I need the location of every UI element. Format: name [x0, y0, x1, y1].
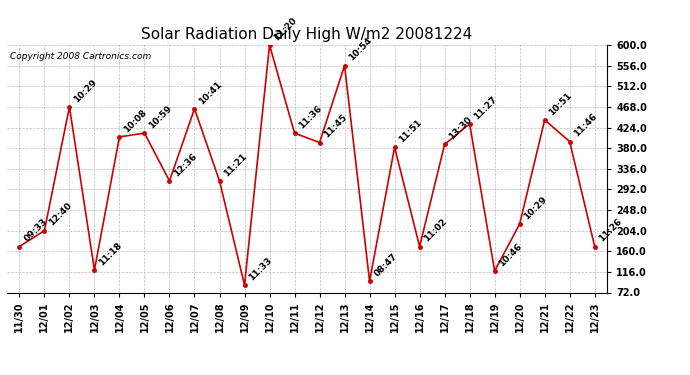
- Text: 08:47: 08:47: [373, 252, 399, 279]
- Text: 11:27: 11:27: [473, 94, 499, 121]
- Text: 10:29: 10:29: [522, 195, 549, 221]
- Text: 11:51: 11:51: [397, 118, 424, 144]
- Text: 10:46: 10:46: [497, 242, 524, 268]
- Text: 10:41: 10:41: [197, 80, 224, 106]
- Text: 12:40: 12:40: [47, 201, 74, 228]
- Text: 11:36: 11:36: [297, 104, 324, 130]
- Text: 12:36: 12:36: [172, 152, 199, 178]
- Text: 10:54: 10:54: [347, 36, 374, 63]
- Text: 10:59: 10:59: [147, 104, 174, 130]
- Text: 10:51: 10:51: [547, 91, 574, 117]
- Text: 10:08: 10:08: [122, 108, 148, 134]
- Text: 11:33: 11:33: [247, 256, 274, 282]
- Text: 11:45: 11:45: [322, 113, 349, 140]
- Text: 09:33: 09:33: [22, 217, 49, 244]
- Title: Solar Radiation Daily High W/m2 20081224: Solar Radiation Daily High W/m2 20081224: [141, 27, 473, 42]
- Text: 10:29: 10:29: [72, 78, 99, 104]
- Text: 11:20: 11:20: [273, 16, 299, 42]
- Text: 11:21: 11:21: [222, 152, 249, 178]
- Text: 11:26: 11:26: [598, 217, 624, 244]
- Text: 11:46: 11:46: [573, 112, 599, 139]
- Text: 11:18: 11:18: [97, 241, 124, 267]
- Text: 11:02: 11:02: [422, 217, 449, 244]
- Text: Copyright 2008 Cartronics.com: Copyright 2008 Cartronics.com: [10, 53, 151, 62]
- Text: 13:30: 13:30: [447, 115, 474, 142]
